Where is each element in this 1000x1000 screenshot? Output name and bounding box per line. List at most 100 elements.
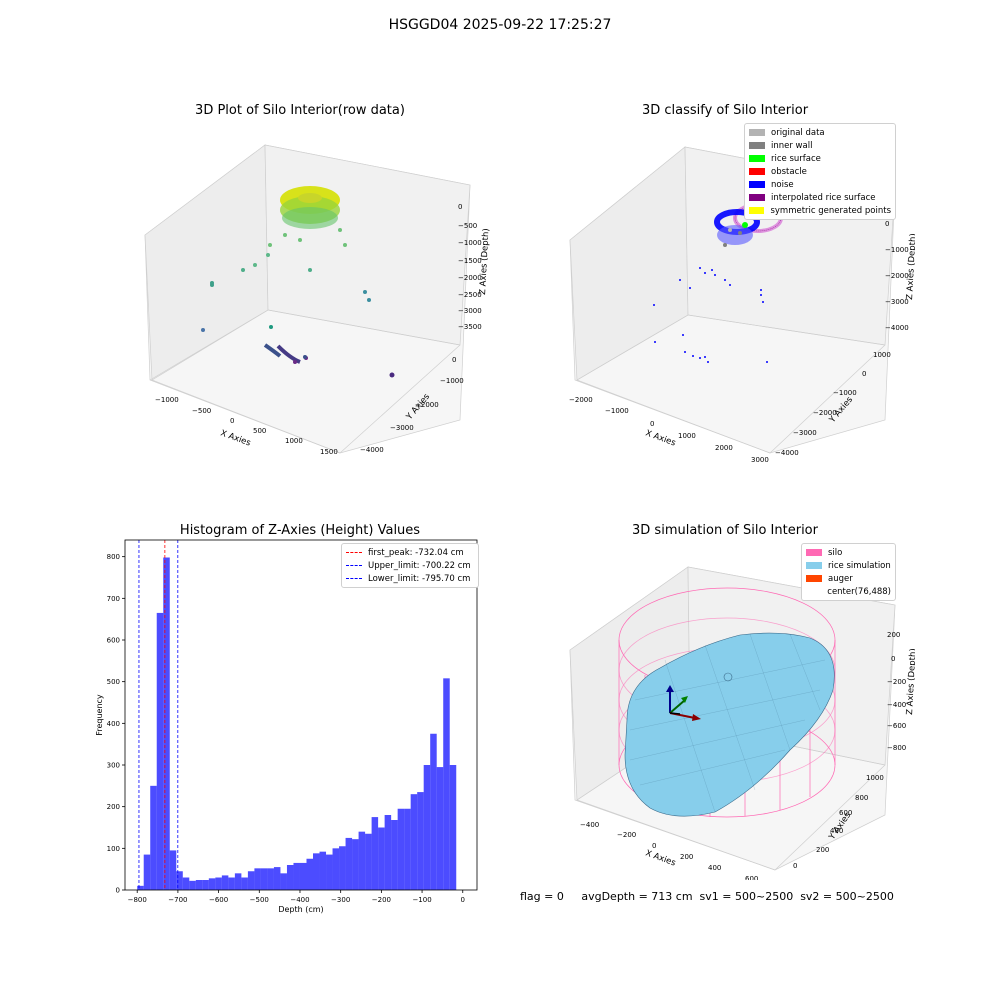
classify-plot-title: 3D classify of Silo Interior xyxy=(641,103,809,118)
histogram-bar xyxy=(378,827,385,890)
x-tick-label: −500 xyxy=(250,896,269,904)
histogram-bar xyxy=(286,865,294,890)
svg-text:−2000: −2000 xyxy=(885,272,909,280)
original-data-swatch xyxy=(749,129,765,136)
x-tick-label: −200 xyxy=(372,896,391,904)
legend-item-silo: silo xyxy=(806,546,891,559)
histogram-bar xyxy=(150,785,157,890)
histogram-bar xyxy=(267,868,274,890)
histogram-bar xyxy=(326,854,333,890)
histogram-bar xyxy=(241,877,248,890)
auger-marker xyxy=(723,672,733,682)
y-tick-label: 500 xyxy=(107,678,120,686)
histogram-bar xyxy=(143,854,151,890)
svg-text:−3000: −3000 xyxy=(793,429,817,437)
first-peak-line-swatch xyxy=(346,552,362,553)
histogram-bar xyxy=(352,839,359,890)
simulation-3d-plot: −400 −200 0 200 400 600 0 200 400 600 80… xyxy=(569,566,915,880)
y-tick-label: 700 xyxy=(107,595,120,603)
x-tick-label: −300 xyxy=(331,896,350,904)
svg-text:800: 800 xyxy=(855,794,868,802)
obstacle-swatch xyxy=(749,168,765,175)
histogram-xlabel: Depth (cm) xyxy=(278,905,323,914)
svg-text:3000: 3000 xyxy=(751,456,769,464)
interpolated-swatch xyxy=(749,194,765,201)
svg-text:−1500: −1500 xyxy=(458,257,482,265)
legend-item-auger: auger xyxy=(806,572,891,585)
svg-text:0: 0 xyxy=(230,417,234,425)
histogram-bar xyxy=(254,868,261,890)
svg-text:1500: 1500 xyxy=(320,448,338,456)
svg-text:−2000: −2000 xyxy=(415,401,439,409)
histogram-bar xyxy=(397,808,405,890)
svg-text:200: 200 xyxy=(887,631,900,639)
histogram-bar xyxy=(319,851,327,890)
center-axes xyxy=(666,685,701,721)
histogram-frame xyxy=(124,539,478,891)
y-tick-label: 800 xyxy=(107,553,120,561)
classified-points xyxy=(653,203,783,363)
svg-text:−2000: −2000 xyxy=(569,396,593,404)
svg-text:600: 600 xyxy=(745,875,758,880)
svg-text:−4000: −4000 xyxy=(775,449,799,457)
svg-text:1000: 1000 xyxy=(873,351,891,359)
histogram-bar xyxy=(449,765,457,890)
histogram-bar xyxy=(423,765,431,890)
histogram-bar xyxy=(280,873,287,890)
svg-text:−400: −400 xyxy=(887,701,906,709)
histogram-bar xyxy=(202,880,209,890)
raw-zlabel: Z Axies (Depth) xyxy=(478,228,490,295)
svg-text:−2000: −2000 xyxy=(458,274,482,282)
svg-text:0: 0 xyxy=(452,356,456,364)
raw-plot-title: 3D Plot of Silo Interior(row data) xyxy=(195,103,405,118)
histogram-bar xyxy=(247,871,255,890)
legend-item-symmetric: symmetric generated points xyxy=(749,204,891,217)
histogram-chart: −800 −700 −600 −500 −400 −300 −200 −100 0 0 100 20… xyxy=(95,539,478,914)
figure-title: HSGGD04 2025-09-22 17:25:27 xyxy=(388,17,612,33)
x-tick-label: 0 xyxy=(461,896,465,904)
histogram-bar xyxy=(417,792,424,890)
svg-text:−500: −500 xyxy=(458,222,477,230)
svg-text:−4000: −4000 xyxy=(360,446,384,454)
legend-item-center: center(76,488) xyxy=(806,585,891,598)
histogram-bar xyxy=(299,862,307,890)
histogram-bar xyxy=(182,877,190,890)
histogram-bar xyxy=(137,885,144,890)
histogram-bar xyxy=(404,808,411,890)
histogram-bar xyxy=(358,831,366,890)
center-swatch xyxy=(806,588,821,595)
svg-text:−1000: −1000 xyxy=(458,239,482,247)
y-tick-label: 600 xyxy=(107,637,120,645)
rice-surface-mesh xyxy=(629,633,826,813)
x-tick-label: −700 xyxy=(168,896,187,904)
histogram-bar xyxy=(189,880,196,890)
legend-item-first-peak: first_peak: -732.04 cm xyxy=(346,546,474,559)
svg-text:0: 0 xyxy=(862,370,866,378)
svg-text:0: 0 xyxy=(652,842,656,850)
simulation-legend: silo rice simulation auger center(76,488… xyxy=(801,543,896,601)
histogram-bar xyxy=(234,873,242,890)
histogram-bar xyxy=(163,557,170,890)
histogram-bar xyxy=(365,833,372,890)
histogram-bar xyxy=(410,794,418,890)
legend-item-original-data: original data xyxy=(749,126,891,139)
legend-item-upper-limit: Upper_limit: -700.22 cm xyxy=(346,559,474,572)
svg-text:2000: 2000 xyxy=(715,444,733,452)
raw-3d-plot: −1000 −500 0 500 1000 1500 0 −1000 −2000… xyxy=(144,144,490,456)
histogram-bar xyxy=(313,853,320,890)
x-tick-label: −800 xyxy=(128,896,147,904)
rice-surface-swatch xyxy=(749,155,765,162)
lower-limit-line-swatch xyxy=(346,578,362,579)
svg-text:−500: −500 xyxy=(192,407,211,415)
noise-swatch xyxy=(749,181,765,188)
x-tick-label: −600 xyxy=(209,896,228,904)
y-tick-label: 300 xyxy=(107,762,120,770)
histogram-bar xyxy=(306,858,314,890)
legend-item-interpolated: interpolated rice surface xyxy=(749,191,891,204)
simulation-plot-title: 3D simulation of Silo Interior xyxy=(632,523,818,538)
rice-simulation-surface xyxy=(624,632,835,817)
svg-text:−3500: −3500 xyxy=(458,323,482,331)
svg-text:−200: −200 xyxy=(617,831,636,839)
histogram-bar xyxy=(430,733,437,890)
svg-text:−2000: −2000 xyxy=(813,409,837,417)
